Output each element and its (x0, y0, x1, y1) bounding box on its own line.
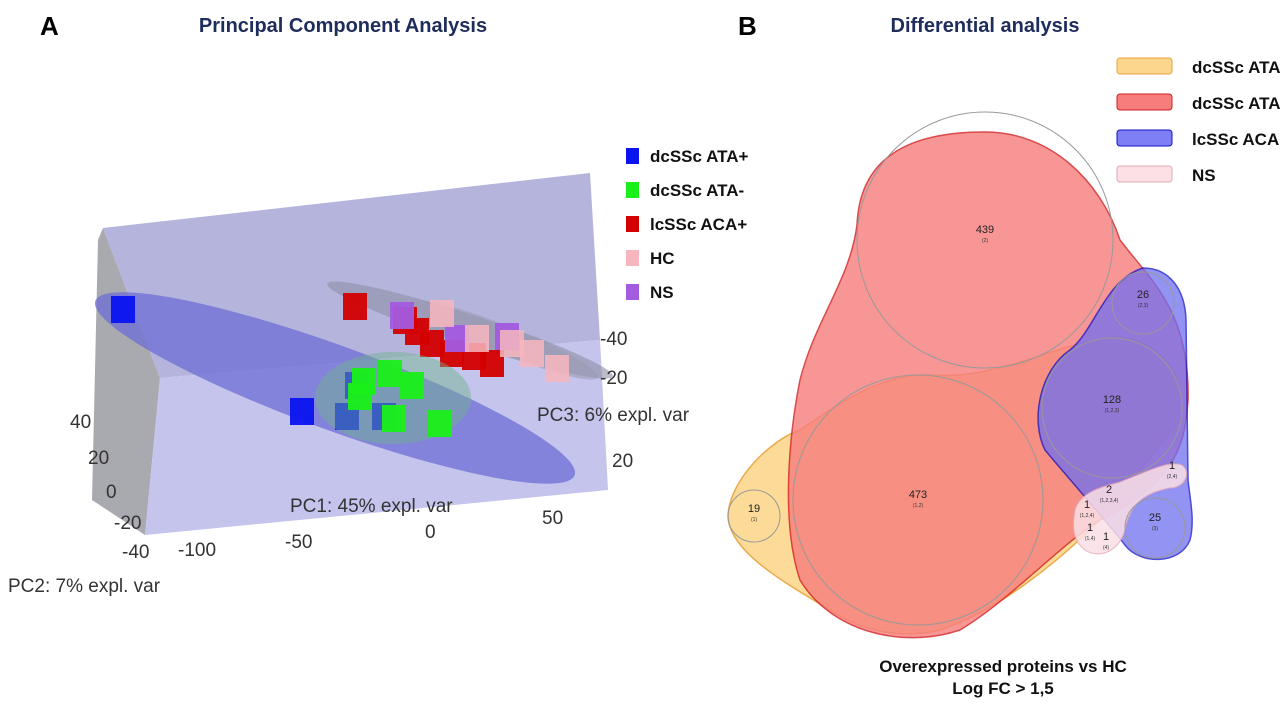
z-tick: 20 (612, 451, 633, 472)
pca-point-hc (465, 325, 489, 352)
pca-title: Principal Component Analysis (199, 15, 487, 37)
venn-region-sets: (4) (1103, 545, 1109, 551)
legend-label: NS (650, 283, 674, 302)
legend-swatch (626, 182, 639, 198)
legend-swatch (1116, 93, 1173, 111)
pca-point-dcssc-ata- (111, 296, 135, 323)
legend-label: lcSSc ACA+ (650, 215, 747, 234)
venn-set-ns (1072, 463, 1188, 555)
legend-swatch (626, 284, 639, 300)
pca-plot: -40 -20 20 PC3: 6% expl. var 40 20 0 -20… (8, 173, 690, 597)
pca-point-lcssc-aca- (343, 293, 367, 320)
legend-label: lcSSc ACA+ (1192, 130, 1280, 149)
legend-swatch (1116, 129, 1173, 147)
x-axis-label: PC1: 45% expl. var (290, 496, 453, 517)
legend-label: NS (1192, 166, 1216, 185)
venn-region-circle (792, 374, 1044, 626)
pca-ellipse-dcssc-ata-plus (94, 292, 576, 484)
legend-label: dcSSc ATA+ (650, 147, 748, 166)
venn-region-sets: (1,2,3) (1105, 408, 1120, 414)
venn-region-sets: (2,4) (1167, 474, 1178, 480)
venn-region-circle (1041, 337, 1183, 479)
venn-region-sets: (1,2) (913, 503, 924, 509)
y-tick: 40 (70, 412, 91, 433)
venn-region-circle (1124, 497, 1186, 559)
legend-label: dcSSc ATA- (650, 181, 744, 200)
venn-legend: dcSSc ATA-dcSSc ATA+ lcSSc ACA+ NS (1116, 57, 1280, 185)
venn-region-sets: (2) (982, 238, 988, 244)
x-tick: -100 (178, 540, 216, 561)
legend-swatch (626, 250, 639, 266)
venn-region-count: 1 (1084, 499, 1090, 511)
venn-region-circle (856, 111, 1114, 369)
pca-point-dcssc-ata- (382, 405, 406, 432)
pca-point-dcssc-ata- (290, 398, 314, 425)
venn-region-count: 25 (1149, 512, 1161, 524)
venn-region-count: 128 (1103, 394, 1121, 406)
x-tick: -50 (285, 532, 312, 553)
venn-region-count: 1 (1087, 522, 1093, 534)
x-tick: 0 (425, 522, 436, 543)
venn-region-count: 1 (1169, 460, 1175, 472)
pca-point-dcssc-ata- (378, 360, 402, 387)
legend-swatch (626, 216, 639, 232)
legend-swatch (1116, 57, 1173, 75)
pca-point-hc (520, 340, 544, 367)
panel-letter-b: B (738, 11, 757, 41)
y-tick: 20 (88, 448, 109, 469)
y-tick: 0 (106, 482, 117, 503)
venn-region-count: 26 (1137, 289, 1149, 301)
pca-point-dcssc-ata- (400, 372, 424, 399)
venn-region-sets: (1,4) (1085, 536, 1096, 542)
z-tick: -40 (600, 329, 627, 350)
legend-swatch (626, 148, 639, 164)
venn-diagram: 439 (2) 26 (2,3) 128 (1,2,3) 473 (1,2) 19 (1) 25 (3… (727, 111, 1193, 698)
z-axis-label: PC3: 6% expl. var (537, 405, 690, 426)
venn-region-circle (1111, 271, 1175, 335)
venn-caption-line2: Log FC > 1,5 (952, 679, 1054, 698)
venn-region-circle (727, 489, 781, 543)
venn-region-sets: (1,2,3,4) (1100, 498, 1119, 504)
legend-label: dcSSc ATA+ (1192, 94, 1280, 113)
z-tick: -20 (600, 368, 627, 389)
pca-point-hc (545, 355, 569, 382)
venn-region-count: 439 (976, 224, 994, 236)
pca-legend: dcSSc ATA+ dcSSc ATA-lcSSc ACA+ HC NS (626, 147, 748, 302)
x-tick: 50 (542, 508, 563, 529)
pca-point-ns (390, 302, 414, 329)
y-axis-label: PC2: 7% expl. var (8, 576, 161, 597)
venn-region-sets: (2,3) (1138, 303, 1149, 309)
venn-region-sets: (3) (1152, 526, 1158, 532)
venn-region-count: 473 (909, 489, 927, 501)
legend-label: HC (650, 249, 675, 268)
venn-region-count: 19 (748, 503, 760, 515)
venn-region-sets: (1) (751, 517, 757, 523)
pca-point-dcssc-ata- (428, 410, 452, 437)
venn-title: Differential analysis (891, 15, 1080, 37)
venn-caption-line1: Overexpressed proteins vs HC (879, 657, 1127, 676)
legend-swatch (1116, 165, 1173, 183)
venn-region-count: 2 (1106, 484, 1112, 496)
venn-region-sets: (1,2,4) (1080, 513, 1095, 519)
y-tick: -40 (122, 542, 149, 563)
panel-letter-a: A (40, 11, 59, 41)
legend-label: dcSSc ATA- (1192, 58, 1280, 77)
pca-point-hc (430, 300, 454, 327)
venn-region-count: 1 (1103, 531, 1109, 543)
pca-point-dcssc-ata- (352, 368, 376, 395)
y-tick: -20 (114, 513, 141, 534)
